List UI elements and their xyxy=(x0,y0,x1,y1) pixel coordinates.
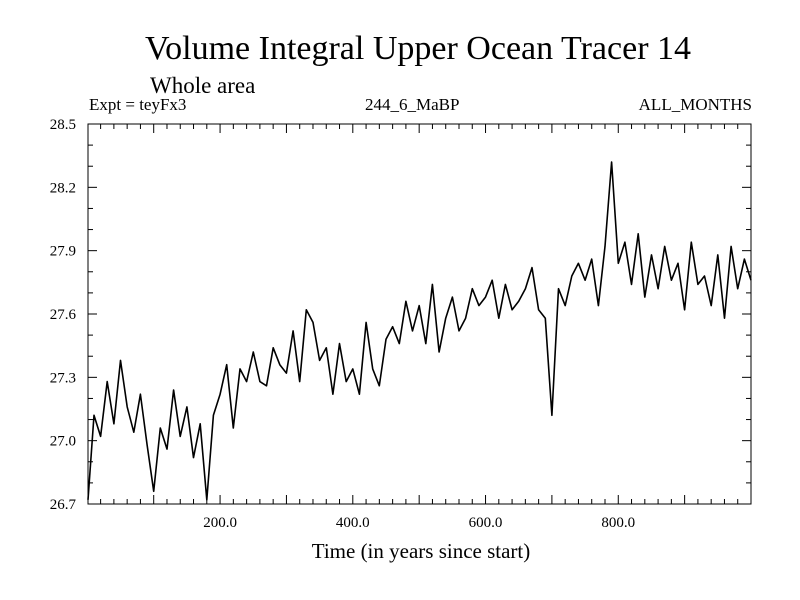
y-tick-label: 27.9 xyxy=(50,244,76,260)
axis-tick-labels: 26.7 27.0 27.3 27.6 27.9 28.2 28.5 200.0 400.0 60… xyxy=(50,117,635,531)
y-tick-label: 28.5 xyxy=(50,117,76,133)
y-tick-label: 27.3 xyxy=(50,370,76,386)
x-axis-label: Time (in years since start) xyxy=(311,539,531,563)
period-label: 244_6_MaBP xyxy=(365,95,460,114)
y-tick-label: 27.0 xyxy=(50,434,76,450)
x-tick-label: 200.0 xyxy=(203,515,237,531)
axis-ticks xyxy=(88,123,751,505)
plot-frame xyxy=(87,123,752,505)
months-label: ALL_MONTHS xyxy=(638,95,752,114)
y-tick-label: 28.2 xyxy=(50,180,76,196)
y-tick-label: 27.6 xyxy=(50,307,77,323)
series-line xyxy=(87,161,752,501)
x-tick-label: 800.0 xyxy=(601,515,635,531)
y-tick-label: 26.7 xyxy=(50,497,77,513)
chart-subtitle: Whole area xyxy=(150,73,256,98)
x-tick-label: 400.0 xyxy=(336,515,370,531)
x-tick-label: 600.0 xyxy=(469,515,503,531)
experiment-label: Expt = teyFx3 xyxy=(89,95,187,114)
chart-title: Volume Integral Upper Ocean Tracer 14 xyxy=(144,30,692,67)
